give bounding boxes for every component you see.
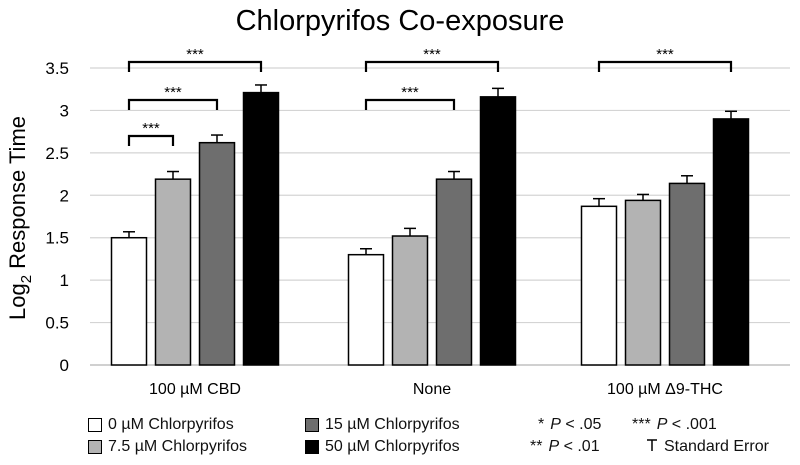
bar — [198, 141, 236, 366]
y-axis-label: Log2 Response Time — [5, 116, 35, 320]
legend-label-3: 50 µM Chlorpyrifos — [325, 438, 460, 455]
significance-label: *** — [423, 46, 441, 63]
bar — [347, 253, 385, 366]
x-axis-ticks: 100 µM CBD None 100 µM Δ9-THC — [149, 381, 723, 398]
sig-p: P — [548, 438, 560, 455]
bar-chart: Chlorpyrifos Co-exposure Log2 Response T… — [5, 5, 790, 398]
y-tick-label: 1 — [60, 271, 69, 290]
significance-label: *** — [401, 84, 419, 101]
legend-label-2: 15 µM Chlorpyrifos — [325, 416, 460, 433]
significance-bracket — [127, 98, 219, 110]
standard-error-label: Standard Error — [664, 438, 769, 455]
significance-bracket — [597, 60, 733, 72]
x-tick-label: 100 µM Δ9-THC — [607, 381, 723, 398]
significance-label: *** — [142, 120, 160, 137]
sig-threshold: < .001 — [667, 416, 717, 433]
bar — [110, 236, 148, 366]
significance-brackets: *** *** *** *** *** *** — [127, 46, 733, 146]
error-bar-icon — [647, 439, 657, 451]
legend-swatch-3 — [305, 440, 319, 454]
sig-threshold: < .05 — [560, 416, 602, 433]
bar — [479, 96, 517, 366]
significance-bracket — [364, 60, 500, 72]
sig-key-p001: *** P < .001 — [632, 416, 717, 434]
sig-symbol: * — [538, 416, 545, 433]
bar — [624, 199, 662, 366]
y-tick-label: 0.5 — [45, 314, 69, 333]
sig-symbol: ** — [530, 438, 543, 455]
significance-label: *** — [656, 46, 674, 63]
y-tick-label: 0 — [60, 356, 69, 375]
significance-bracket — [127, 60, 263, 72]
bar — [242, 91, 280, 366]
sig-key-p01: ** P < .01 — [530, 438, 600, 456]
bar — [580, 205, 618, 366]
y-tick-label: 1.5 — [45, 229, 69, 248]
sig-threshold: < .01 — [559, 438, 600, 455]
legend-item-1: 7.5 µM Chlorpyrifos — [88, 438, 247, 456]
chart-title: Chlorpyrifos Co-exposure — [236, 5, 565, 37]
bars — [110, 84, 750, 366]
y-tick-label: 3.5 — [45, 59, 69, 78]
bar — [154, 178, 192, 366]
legend-item-0: 0 µM Chlorpyrifos — [88, 416, 234, 434]
bar — [435, 178, 473, 366]
sig-p: P — [656, 416, 668, 433]
sig-key-p05: * P < .05 — [538, 416, 601, 434]
x-tick-label: 100 µM CBD — [149, 381, 241, 398]
y-tick-label: 2.5 — [45, 144, 69, 163]
legend-label-0: 0 µM Chlorpyrifos — [108, 416, 234, 433]
sig-p: P — [550, 416, 561, 433]
significance-bracket — [364, 98, 456, 110]
y-axis-ticks: 0 0.5 1 1.5 2 2.5 3 3.5 — [45, 59, 69, 375]
bar — [668, 182, 706, 366]
legend-label-1: 7.5 µM Chlorpyrifos — [108, 438, 248, 455]
legend-item-3: 50 µM Chlorpyrifos — [305, 438, 460, 456]
legend-item-2: 15 µM Chlorpyrifos — [305, 416, 460, 434]
bar — [712, 118, 750, 366]
significance-label: *** — [164, 84, 182, 101]
legend-swatch-2 — [305, 418, 319, 432]
sig-symbol: *** — [632, 416, 651, 433]
significance-label: *** — [186, 46, 204, 63]
legend-swatch-0 — [88, 418, 102, 432]
x-tick-label: None — [413, 381, 451, 398]
y-tick-label: 3 — [60, 101, 69, 120]
y-tick-label: 2 — [60, 186, 69, 205]
standard-error-key: Standard Error — [646, 438, 769, 456]
bar — [391, 235, 429, 366]
legend-swatch-1 — [88, 440, 102, 454]
significance-bracket — [127, 134, 175, 146]
